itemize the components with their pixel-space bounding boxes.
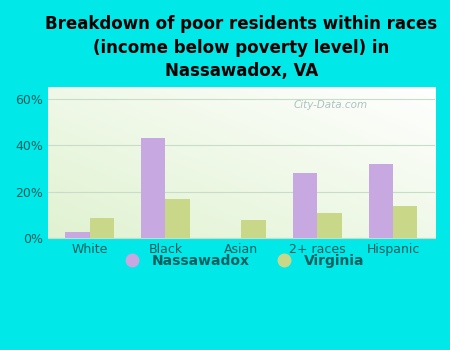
Text: City-Data.com: City-Data.com [293,100,368,111]
Legend: Nassawadox, Virginia: Nassawadox, Virginia [113,249,370,274]
Bar [65,231,90,238]
Bar [393,206,418,238]
Title: Breakdown of poor residents within races
(income below poverty level) in
Nassawa: Breakdown of poor residents within races… [45,15,437,80]
Bar [90,218,114,238]
Bar [369,164,393,238]
Bar [166,199,190,238]
Bar [317,213,342,238]
Bar [141,139,166,238]
Bar [241,220,266,238]
Bar [293,173,317,238]
